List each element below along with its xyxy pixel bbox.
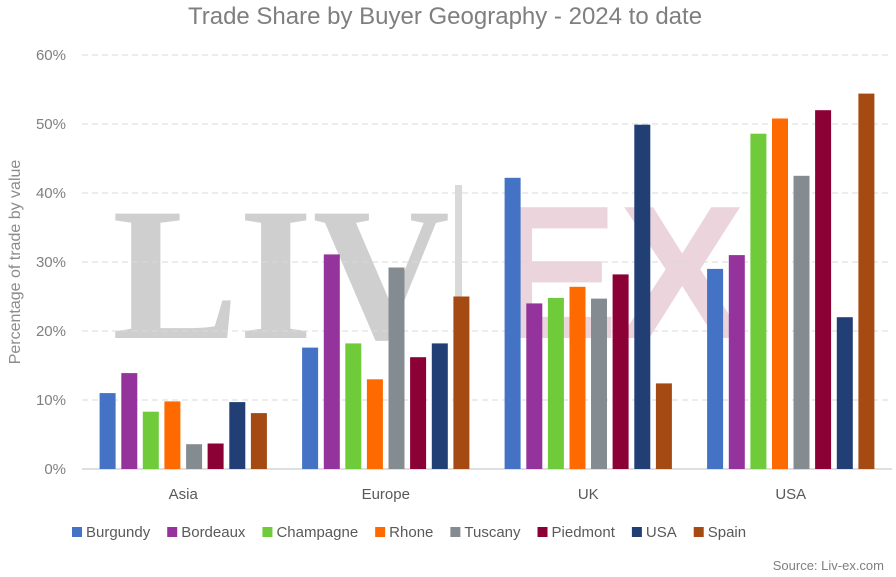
bar-tuscany-europe — [388, 267, 405, 469]
bar-tuscany-asia — [186, 444, 203, 469]
y-tick-label: 40% — [36, 185, 66, 202]
bar-usa-asia — [229, 402, 246, 469]
gridlines — [82, 54, 892, 470]
liv-ex-watermark: LIV EX — [112, 167, 745, 380]
legend-label: Tuscany — [464, 524, 521, 541]
bar-rhone-europe — [366, 379, 383, 469]
bar-piedmont-uk — [612, 274, 629, 469]
bar-champagne-asia — [142, 411, 159, 469]
bar-rhone-usa — [772, 118, 788, 469]
x-category-label: UK — [578, 486, 599, 503]
y-tick-label: 10% — [36, 392, 66, 409]
bar-burgundy-asia — [99, 393, 116, 469]
legend-label: Rhone — [389, 524, 433, 541]
legend: Burgundy Bordeaux Champagne Rhone Tuscany Pie… — [72, 524, 746, 541]
bar-tuscany-usa — [793, 175, 810, 470]
y-axis-label: Percentage of trade by value — [7, 160, 24, 365]
legend-swatch — [450, 527, 461, 537]
bar-tuscany-uk — [591, 298, 607, 469]
legend-label: Spain — [708, 524, 746, 541]
y-tick-label: 30% — [36, 254, 66, 271]
legend-label: Piedmont — [552, 524, 616, 541]
bar-champagne-usa — [750, 133, 767, 469]
bar-spain-europe — [453, 296, 470, 469]
x-category-label: Asia — [169, 486, 199, 503]
legend-swatch — [537, 527, 548, 537]
x-axis-categories: Asia Europe UK USA — [169, 486, 807, 503]
legend-swatch — [375, 527, 386, 537]
bar-champagne-europe — [345, 343, 362, 469]
bar-piedmont-asia — [207, 443, 224, 469]
bar-bordeaux-uk — [526, 303, 543, 469]
bar-piedmont-usa — [815, 110, 832, 469]
bar-rhone-uk — [569, 286, 586, 469]
legend-label: Burgundy — [86, 524, 151, 541]
y-axis-ticks: 0% 10% 20% 30% 40% 50% 60% — [36, 47, 66, 478]
bar-burgundy-europe — [302, 347, 319, 469]
bars — [99, 93, 875, 470]
bar-bordeaux-usa — [728, 255, 745, 469]
x-category-label: USA — [775, 486, 806, 503]
y-tick-label: 60% — [36, 47, 66, 64]
bar-champagne-uk — [547, 297, 564, 469]
legend-swatch — [262, 527, 273, 537]
bar-bordeaux-europe — [323, 254, 340, 469]
y-tick-label: 0% — [44, 461, 66, 478]
bar-usa-usa — [836, 317, 853, 469]
legend-swatch — [72, 527, 82, 537]
legend-swatch — [631, 527, 642, 537]
bar-piedmont-europe — [410, 357, 427, 469]
y-tick-label: 50% — [36, 116, 66, 133]
bar-burgundy-usa — [707, 268, 724, 469]
bar-rhone-asia — [164, 401, 181, 469]
y-tick-label: 20% — [36, 323, 66, 340]
bar-spain-asia — [250, 413, 267, 469]
bar-bordeaux-asia — [121, 373, 138, 469]
legend-label: USA — [646, 524, 677, 541]
chart-title: Trade Share by Buyer Geography - 2024 to… — [188, 3, 702, 30]
legend-swatch — [167, 527, 178, 537]
bar-spain-usa — [858, 93, 875, 469]
bar-usa-uk — [634, 124, 651, 469]
legend-label: Champagne — [276, 524, 358, 541]
watermark-divider — [455, 185, 462, 335]
bar-usa-europe — [431, 343, 448, 469]
bar-spain-uk — [655, 383, 672, 469]
legend-swatch — [693, 527, 704, 537]
x-category-label: Europe — [362, 486, 410, 503]
bar-burgundy-uk — [504, 177, 521, 470]
source-note: Source: Liv-ex.com — [773, 558, 884, 573]
legend-label: Bordeaux — [181, 524, 246, 541]
